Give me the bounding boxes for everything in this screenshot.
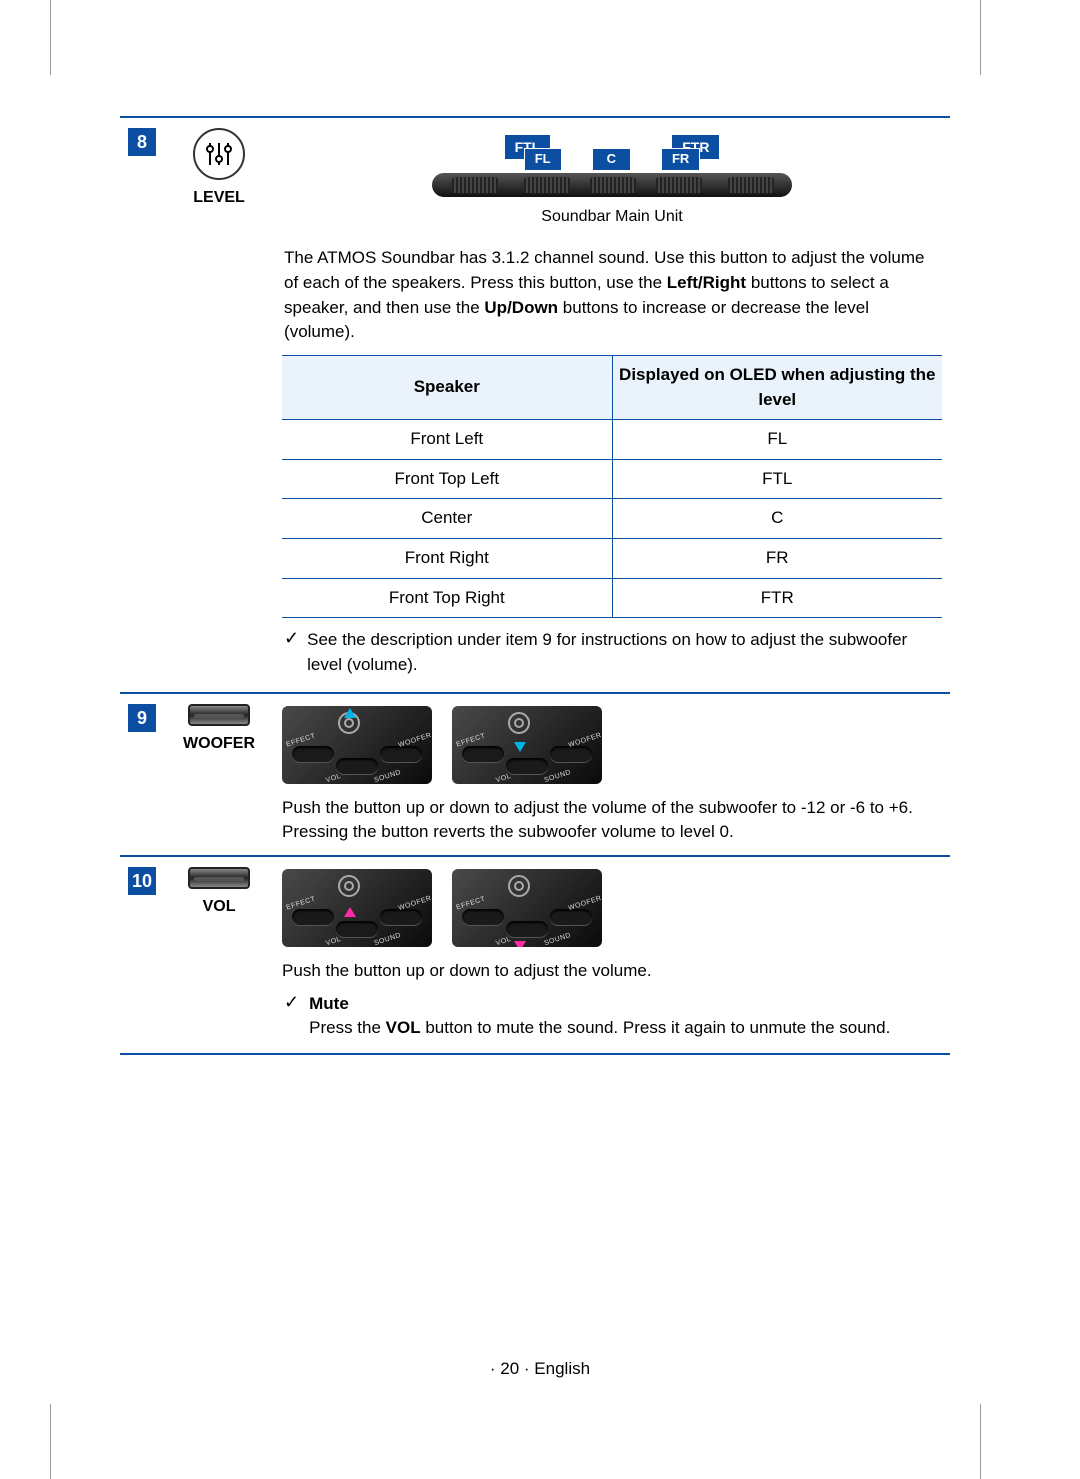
td: Front Left bbox=[282, 420, 612, 460]
remote-illustration: EFFECT VOL SOUND WOOFER bbox=[452, 869, 602, 947]
arrow-up-icon bbox=[344, 907, 356, 917]
level-note: ✓ See the description under item 9 for i… bbox=[284, 628, 940, 677]
crop-mark bbox=[50, 1404, 70, 1479]
soundbar-diagram: FTL FTR FL C FR Soundbar Main bbox=[282, 128, 942, 234]
soundbar-body bbox=[432, 173, 792, 197]
td: FL bbox=[612, 420, 942, 460]
bold-up-down: Up/Down bbox=[484, 298, 558, 317]
sb-label-fl: FL bbox=[524, 148, 562, 171]
crop-mark bbox=[50, 0, 70, 75]
speaker-table: Speaker Displayed on OLED when adjusting… bbox=[282, 355, 942, 618]
row-vol: 10 VOL EFFECT VOL bbox=[120, 856, 950, 1054]
vol-text: Push the button up or down to adjust the… bbox=[282, 959, 942, 984]
td: Center bbox=[282, 499, 612, 539]
bold-left-right: Left/Right bbox=[667, 273, 746, 292]
tag: SOUND bbox=[373, 768, 403, 784]
badge-8: 8 bbox=[128, 128, 156, 156]
crop-mark bbox=[980, 1404, 1000, 1479]
td: Front Top Right bbox=[282, 578, 612, 618]
tag: SOUND bbox=[543, 931, 573, 947]
badge-10: 10 bbox=[128, 867, 156, 895]
page-footer: · 20 · English bbox=[0, 1359, 1080, 1379]
th-speaker: Speaker bbox=[282, 355, 612, 419]
bold-vol: VOL bbox=[386, 1018, 421, 1037]
text: Press the bbox=[309, 1018, 386, 1037]
woofer-label: WOOFER bbox=[172, 732, 266, 755]
arrow-up-icon bbox=[344, 708, 356, 718]
badge-9: 9 bbox=[128, 704, 156, 732]
arrow-down-icon bbox=[514, 742, 526, 752]
gear-icon bbox=[508, 712, 530, 734]
mute-heading: Mute bbox=[309, 994, 349, 1013]
woofer-button-icon bbox=[188, 704, 250, 726]
gear-icon bbox=[338, 875, 360, 897]
arrow-down-icon bbox=[514, 941, 526, 947]
vol-label: VOL bbox=[172, 895, 266, 918]
td: C bbox=[612, 499, 942, 539]
soundbar-caption: Soundbar Main Unit bbox=[282, 205, 942, 228]
td: FTL bbox=[612, 459, 942, 499]
check-icon: ✓ bbox=[284, 628, 299, 677]
level-icon bbox=[193, 128, 245, 180]
crop-mark bbox=[980, 0, 1000, 75]
td: Front Top Left bbox=[282, 459, 612, 499]
page: 8 LEVEL bbox=[0, 0, 1080, 1479]
tag: VOL bbox=[325, 772, 343, 784]
row-level: 8 LEVEL bbox=[120, 117, 950, 693]
sb-label-fr: FR bbox=[661, 148, 700, 171]
feature-table: 8 LEVEL bbox=[120, 116, 950, 1055]
remote-illustration: EFFECT VOL SOUND WOOFER bbox=[282, 706, 432, 784]
td: FTR bbox=[612, 578, 942, 618]
sb-label-c: C bbox=[592, 148, 631, 171]
level-paragraph: The ATMOS Soundbar has 3.1.2 channel sou… bbox=[284, 246, 940, 345]
content-area: 8 LEVEL bbox=[120, 116, 950, 1055]
vol-button-icon bbox=[188, 867, 250, 889]
vol-remote-illustrations: EFFECT VOL SOUND WOOFER EFFECT VOL bbox=[282, 869, 942, 947]
tag: VOL bbox=[495, 772, 513, 784]
tag: SOUND bbox=[373, 931, 403, 947]
gear-icon bbox=[508, 875, 530, 897]
note-text: See the description under item 9 for ins… bbox=[307, 628, 940, 677]
td: FR bbox=[612, 539, 942, 579]
tag: VOL bbox=[325, 935, 343, 947]
td: Front Right bbox=[282, 539, 612, 579]
remote-illustration: EFFECT VOL SOUND WOOFER bbox=[282, 869, 432, 947]
row-woofer: 9 WOOFER EFFECT VOL bbox=[120, 693, 950, 856]
remote-illustration: EFFECT VOL SOUND WOOFER bbox=[452, 706, 602, 784]
check-icon: ✓ bbox=[284, 992, 299, 1014]
text: button to mute the sound. Press it again… bbox=[421, 1018, 891, 1037]
woofer-remote-illustrations: EFFECT VOL SOUND WOOFER EFFECT VOL bbox=[282, 706, 942, 784]
tag: SOUND bbox=[543, 768, 573, 784]
level-label: LEVEL bbox=[172, 186, 266, 209]
th-oled: Displayed on OLED when adjusting the lev… bbox=[612, 355, 942, 419]
mute-section: ✓ Mute Press the VOL button to mute the … bbox=[284, 992, 940, 1041]
tag: VOL bbox=[495, 935, 513, 947]
woofer-text: Push the button up or down to adjust the… bbox=[282, 796, 942, 845]
